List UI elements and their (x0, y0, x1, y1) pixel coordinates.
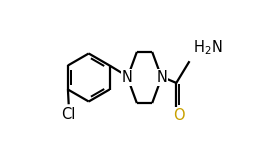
Text: O: O (173, 108, 184, 124)
Text: N: N (122, 70, 133, 85)
Text: H$_2$N: H$_2$N (193, 38, 222, 57)
Text: N: N (156, 70, 167, 85)
Text: Cl: Cl (61, 107, 76, 122)
